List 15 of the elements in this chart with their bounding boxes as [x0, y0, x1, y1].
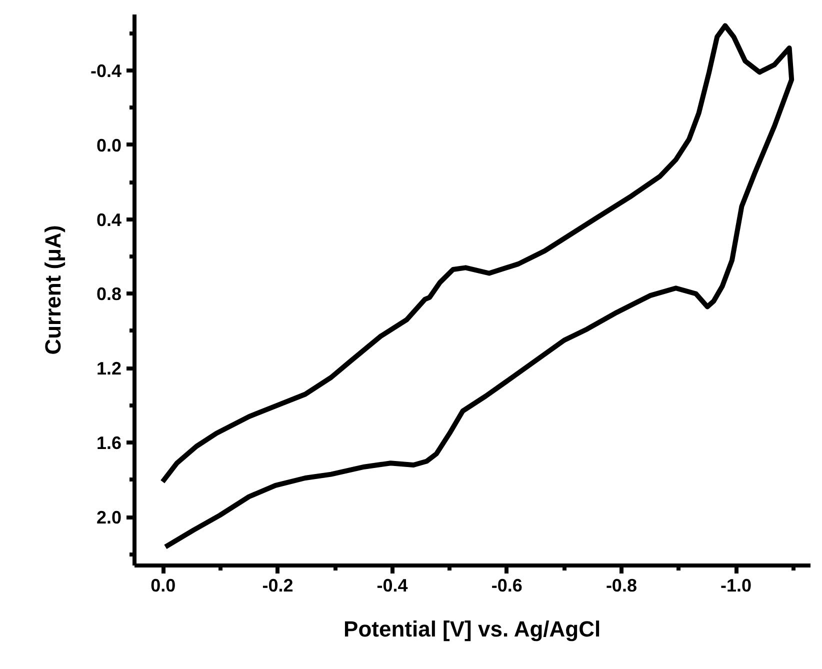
- y-tick-label: -0.4: [90, 60, 122, 81]
- y-tick-label: 0.4: [96, 210, 122, 230]
- y-tick-label: 1.6: [96, 433, 122, 454]
- x-tick-label: -0.4: [376, 576, 408, 596]
- y-tick-label: 0.0: [96, 135, 122, 156]
- y-tick-label: 2.0: [96, 508, 122, 528]
- x-tick-label: 0.0: [150, 576, 176, 596]
- x-tick-label: -0.6: [491, 576, 522, 596]
- y-tick-label: 1.2: [96, 358, 122, 379]
- x-tick-label: -0.2: [262, 576, 294, 596]
- y-tick-label: 0.8: [96, 284, 122, 304]
- y-axis-title: Current (μA): [40, 225, 66, 355]
- x-axis-title: Potential [V] vs. Ag/AgCl: [344, 616, 601, 642]
- x-tick-label: -1.0: [720, 576, 752, 596]
- x-tick-label: -0.8: [606, 576, 637, 596]
